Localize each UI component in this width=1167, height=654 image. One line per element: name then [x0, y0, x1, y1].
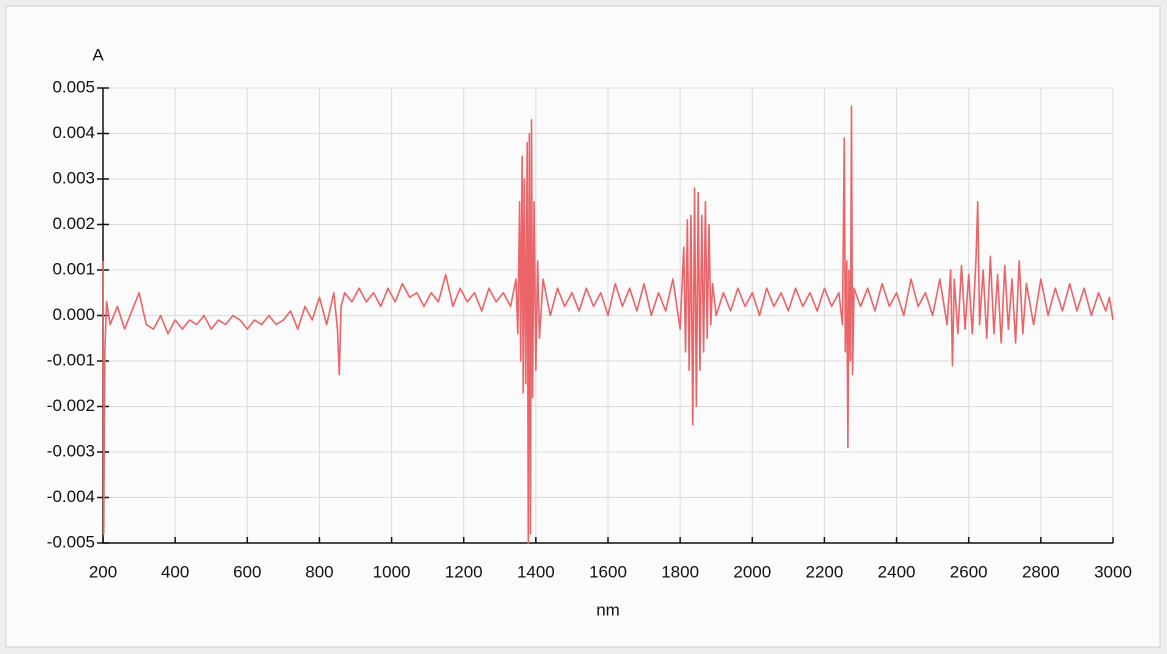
x-tick-label: 1000 [373, 562, 411, 581]
chart-panel [5, 5, 1161, 648]
x-tick-label: 800 [305, 562, 333, 581]
x-tick-label: 2800 [1022, 562, 1060, 581]
y-tick-label: 0.000 [52, 305, 95, 324]
y-tick-label: -0.002 [47, 396, 95, 415]
y-tick-label: -0.004 [47, 487, 95, 506]
x-tick-label: 2000 [733, 562, 771, 581]
x-tick-label: 2200 [806, 562, 844, 581]
x-tick-label: 2400 [878, 562, 916, 581]
x-tick-label: 2600 [950, 562, 988, 581]
y-tick-label: 0.002 [52, 214, 95, 233]
x-tick-label: 600 [233, 562, 261, 581]
x-axis-label: nm [596, 600, 620, 619]
data-line [102, 105, 1114, 544]
x-tick-label: 3000 [1094, 562, 1132, 581]
y-tick-label: -0.001 [47, 350, 95, 369]
y-tick-label: -0.005 [47, 532, 95, 551]
y-tick-label: 0.004 [52, 123, 95, 142]
y-tick-label: 0.003 [52, 168, 95, 187]
y-axis-label: A [92, 45, 104, 64]
y-tick-label: 0.005 [52, 77, 95, 96]
x-tick-label: 400 [161, 562, 189, 581]
y-tick-label: -0.003 [47, 441, 95, 460]
x-tick-label: 200 [89, 562, 117, 581]
x-tick-label: 1200 [445, 562, 483, 581]
x-tick-label: 1400 [517, 562, 555, 581]
y-tick-label: 0.001 [52, 259, 95, 278]
x-tick-label: 1800 [661, 562, 699, 581]
x-tick-label: 1600 [589, 562, 627, 581]
